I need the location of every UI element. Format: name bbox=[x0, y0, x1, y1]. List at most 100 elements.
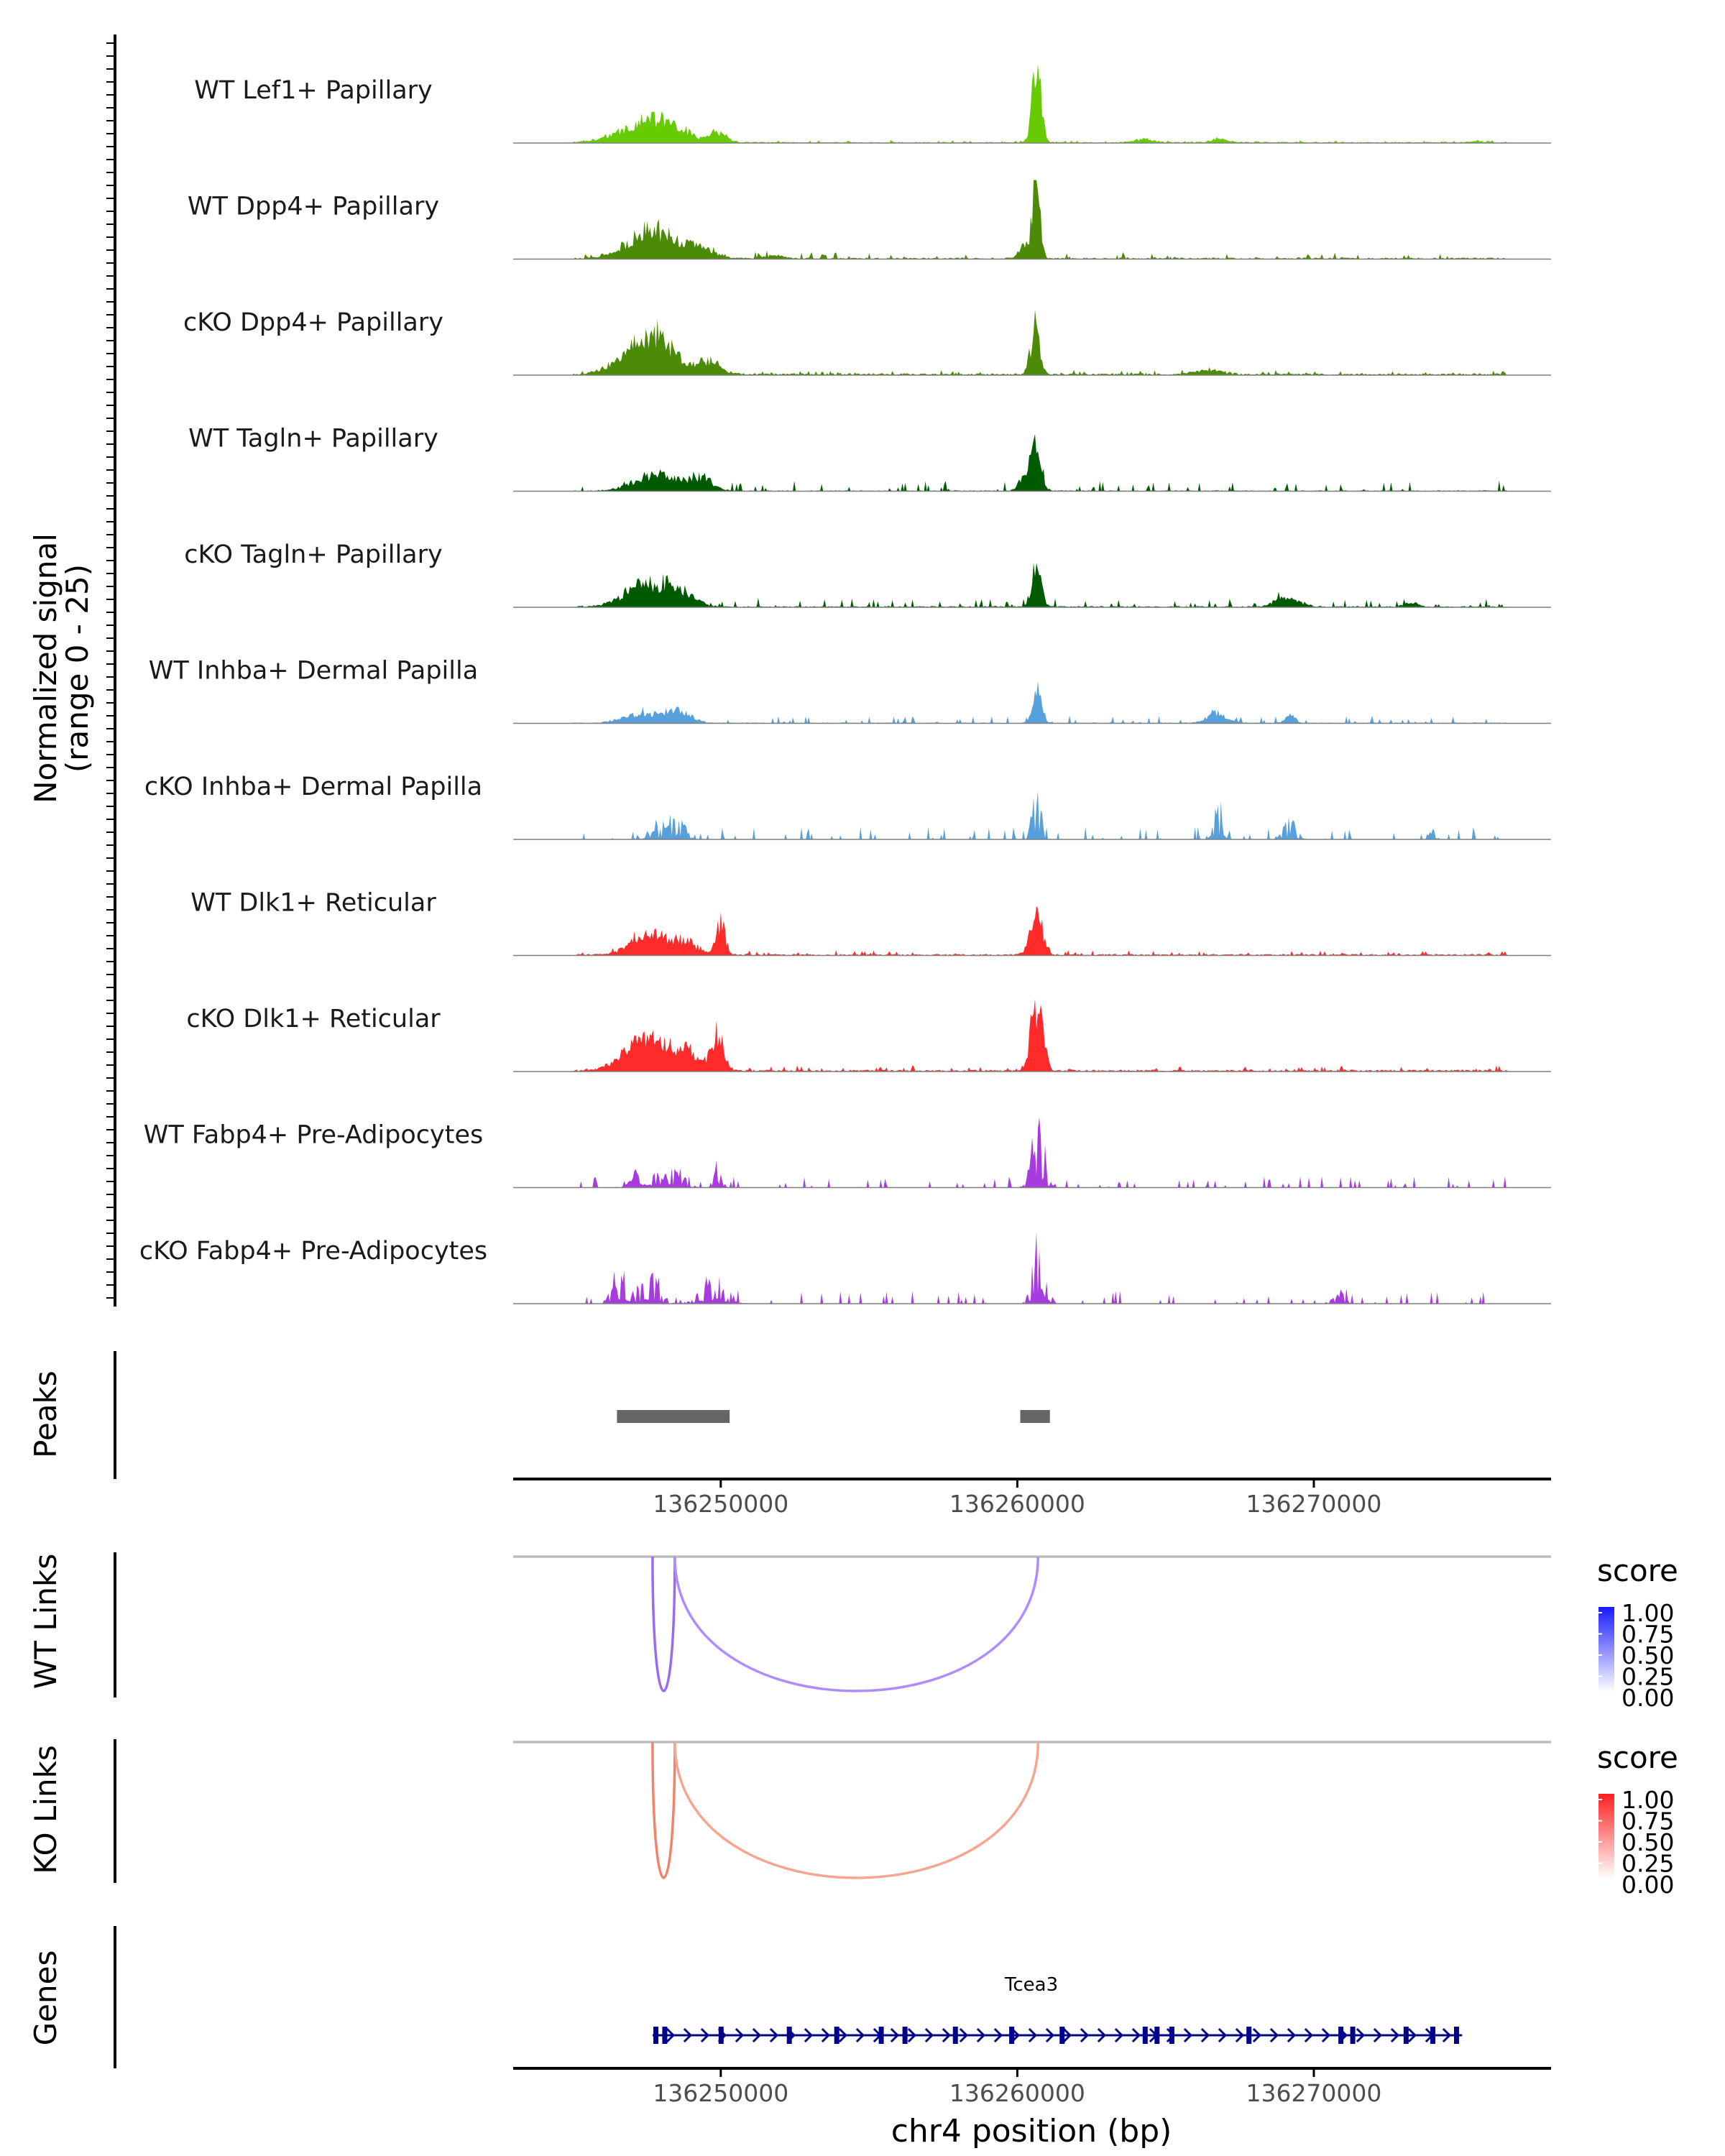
x-axis-middle: 136250000 136260000 136270000 bbox=[513, 1478, 1551, 1518]
gene-strand-arrow bbox=[1321, 2027, 1331, 2043]
gene-strand-arrow bbox=[1407, 2027, 1417, 2043]
coverage-area bbox=[513, 64, 1551, 143]
gene-strand-arrow bbox=[1235, 2027, 1245, 2043]
coverage-area bbox=[513, 1117, 1551, 1188]
x-axis-tick-label: 136260000 bbox=[949, 1490, 1085, 1518]
coverage-tracks: WT Lef1+ Papillary WT Dpp4+ Papillary cKO … bbox=[139, 64, 1551, 1304]
legend-title: score bbox=[1597, 1553, 1678, 1588]
gene-exon bbox=[1009, 2027, 1015, 2044]
coverage-area bbox=[513, 1231, 1551, 1304]
gene-strand-arrow bbox=[1200, 2027, 1210, 2043]
gene-exon bbox=[1350, 2027, 1356, 2044]
gene-strand-arrow bbox=[1183, 2027, 1193, 2043]
gene-strand-arrow bbox=[1045, 2027, 1055, 2043]
coverage-y-ticks bbox=[106, 42, 115, 1299]
x-axis-tick-label: 136270000 bbox=[1246, 2079, 1381, 2107]
coverage-track: cKO Tagln+ Papillary bbox=[184, 540, 1551, 608]
coverage-track: cKO Dpp4+ Papillary bbox=[183, 308, 1551, 376]
gene-exon bbox=[834, 2027, 840, 2044]
gene-strand-arrow bbox=[976, 2027, 986, 2043]
coverage-track: cKO Inhba+ Dermal Papilla bbox=[144, 773, 1551, 840]
gene-exon bbox=[878, 2027, 884, 2044]
gene-strand-arrow bbox=[752, 2027, 762, 2043]
gene-strand-arrow bbox=[1028, 2027, 1038, 2043]
gene-strand-arrow bbox=[1356, 2027, 1366, 2043]
gene-exon bbox=[952, 2027, 958, 2044]
coverage-track-label: cKO Dlk1+ Reticular bbox=[186, 1005, 441, 1033]
coverage-track-label: WT Fabp4+ Pre-Adipocytes bbox=[144, 1121, 483, 1150]
gene-exon bbox=[902, 2027, 908, 2044]
gene-strand-arrow bbox=[838, 2027, 848, 2043]
peak-region bbox=[1020, 1410, 1050, 1423]
coverage-track-label: WT Dlk1+ Reticular bbox=[190, 889, 436, 918]
legend-tick-label: 0.75 bbox=[1622, 1621, 1674, 1649]
coverage-track: WT Fabp4+ Pre-Adipocytes bbox=[144, 1117, 1551, 1189]
legend-tick-label: 0.75 bbox=[1622, 1807, 1674, 1835]
gene-exon bbox=[1169, 2027, 1174, 2044]
gene-strand-arrow bbox=[1131, 2027, 1141, 2043]
wt-links-label: WT Links bbox=[28, 1554, 63, 1689]
gene-strand-arrow bbox=[855, 2027, 865, 2043]
peak-region bbox=[617, 1410, 730, 1423]
coverage-track: cKO Dlk1+ Reticular bbox=[186, 998, 1551, 1072]
gene-strand-arrow bbox=[1097, 2027, 1107, 2043]
gene-exon bbox=[653, 2027, 659, 2044]
gene-strand-arrow bbox=[1442, 2027, 1452, 2043]
gene-strand-arrow bbox=[993, 2027, 1003, 2043]
genes-track-label: Genes bbox=[28, 1950, 63, 2046]
coverage-track-label: cKO Inhba+ Dermal Papilla bbox=[144, 773, 482, 801]
coverage-track-label: WT Tagln+ Papillary bbox=[188, 425, 438, 453]
coverage-track-label: WT Lef1+ Papillary bbox=[194, 76, 433, 105]
gene-strand-arrow bbox=[1252, 2027, 1262, 2043]
legend-tick-label: 1.00 bbox=[1622, 1786, 1674, 1814]
legend-tick-label: 0.50 bbox=[1622, 1828, 1674, 1856]
peaks-track-label: Peaks bbox=[28, 1370, 63, 1458]
gene-strand-arrow bbox=[735, 2027, 745, 2043]
gene-exon bbox=[786, 2027, 792, 2044]
gene-strand-arrow bbox=[959, 2027, 969, 2043]
coverage-track: WT Dlk1+ Reticular bbox=[190, 889, 1551, 957]
coverage-ylabel-line1: Normalized signal bbox=[28, 533, 63, 803]
coverage-track-label: cKO Tagln+ Papillary bbox=[184, 540, 443, 569]
coverage-area bbox=[513, 310, 1551, 375]
wt-links-legend: score 1.000.750.500.250.00 bbox=[1597, 1553, 1678, 1712]
wt-links-arcs bbox=[513, 1555, 1551, 1692]
coverage-track: WT Tagln+ Papillary bbox=[188, 425, 1551, 492]
gene-exon bbox=[1453, 2027, 1459, 2044]
gene-strand-arrow bbox=[907, 2027, 917, 2043]
gene-strand-arrow bbox=[1287, 2027, 1297, 2043]
coverage-area bbox=[513, 180, 1551, 259]
link-arc bbox=[673, 1556, 1039, 1692]
gene-strand-arrow bbox=[804, 2027, 814, 2043]
legend-tick-label: 0.00 bbox=[1622, 1684, 1674, 1712]
coverage-track-label: cKO Dpp4+ Papillary bbox=[183, 308, 443, 337]
gene-strand-arrow bbox=[1114, 2027, 1124, 2043]
x-axis-tick-label: 136270000 bbox=[1246, 1490, 1381, 1518]
gene-exon bbox=[1430, 2027, 1435, 2044]
gene-strand-arrow bbox=[821, 2027, 831, 2043]
coverage-track: cKO Fabp4+ Pre-Adipocytes bbox=[139, 1231, 1551, 1304]
legend-title: score bbox=[1597, 1740, 1678, 1775]
gene-model bbox=[652, 2027, 1463, 2044]
coverage-ylabel-line2: (range 0 - 25) bbox=[60, 564, 95, 773]
gene-exon bbox=[1246, 2027, 1252, 2044]
coverage-track: WT Inhba+ Dermal Papilla bbox=[149, 657, 1551, 724]
ko-links-label: KO Links bbox=[28, 1745, 63, 1874]
gene-exon bbox=[718, 2027, 724, 2044]
x-axis-title: chr4 position (bp) bbox=[891, 2113, 1172, 2150]
legend-colorbar bbox=[1598, 1607, 1614, 1692]
gene-strand-arrow bbox=[1373, 2027, 1383, 2043]
gene-strand-arrow bbox=[1269, 2027, 1279, 2043]
link-arc bbox=[651, 1741, 676, 1879]
legend-tick-label: 0.25 bbox=[1622, 1663, 1674, 1691]
peak-regions bbox=[617, 1410, 1050, 1423]
gene-strand-arrow bbox=[942, 2027, 952, 2043]
coverage-track-label: cKO Fabp4+ Pre-Adipocytes bbox=[139, 1237, 487, 1266]
gene-strand-arrow bbox=[1062, 2027, 1072, 2043]
gene-strand-arrow bbox=[700, 2027, 710, 2043]
coverage-area bbox=[513, 562, 1551, 607]
coverage-area bbox=[513, 791, 1551, 839]
x-axis-tick-label: 136260000 bbox=[949, 2079, 1085, 2107]
gene-exon bbox=[1154, 2027, 1160, 2044]
